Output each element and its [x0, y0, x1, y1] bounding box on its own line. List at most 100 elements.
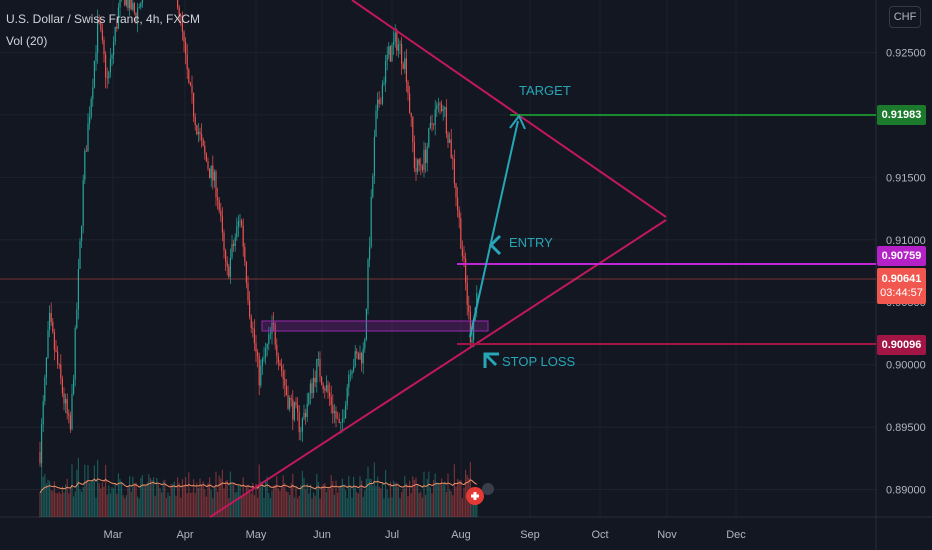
- candle-body: [394, 32, 396, 42]
- candle-body: [132, 3, 134, 10]
- candle-body: [461, 248, 463, 257]
- candle-body: [372, 176, 374, 197]
- volume-bars: [39, 457, 478, 517]
- volume-bar: [189, 492, 191, 517]
- volume-bar: [465, 469, 467, 517]
- volume-bar: [351, 497, 353, 517]
- candle-body: [223, 232, 225, 251]
- candle-body: [55, 349, 57, 352]
- volume-bar: [378, 486, 380, 517]
- trade-arrowhead: [509, 114, 526, 130]
- volume-bar: [265, 481, 267, 517]
- volume-bar: [98, 483, 100, 517]
- volume-bar: [97, 459, 99, 517]
- candle-body: [197, 132, 199, 135]
- volume-bar: [452, 495, 454, 517]
- candle-body: [63, 393, 65, 404]
- volume-bar: [442, 484, 444, 517]
- volume-bar: [129, 476, 131, 517]
- candle-body: [332, 405, 334, 414]
- volume-bar: [141, 475, 143, 517]
- candle-body: [431, 122, 433, 125]
- volume-bar: [172, 483, 174, 517]
- candle-body: [381, 84, 383, 104]
- volume-bar: [428, 471, 430, 517]
- candle-body: [281, 365, 283, 371]
- candle-body: [321, 377, 323, 385]
- volume-bar: [308, 493, 310, 517]
- volume-bar: [210, 489, 212, 517]
- candle-body: [308, 393, 310, 405]
- volume-bar: [389, 481, 391, 517]
- volume-bar: [285, 491, 287, 517]
- candle-body: [316, 358, 318, 383]
- candle-body: [137, 8, 139, 22]
- volume-bar: [295, 487, 297, 517]
- volume-bar: [61, 486, 63, 517]
- volume-indicator-label[interactable]: Vol (20): [6, 34, 48, 48]
- candle-body: [221, 216, 223, 233]
- candle-body: [465, 258, 467, 283]
- volume-bar: [106, 494, 108, 517]
- time-axis[interactable]: Mar Apr May Jun Jul Aug Sep Oct Nov Dec: [104, 529, 747, 541]
- support-zone[interactable]: [261, 320, 489, 332]
- candle-body: [313, 377, 315, 394]
- candle-body: [226, 261, 228, 267]
- candle-body: [71, 393, 73, 430]
- candle-body: [234, 237, 236, 246]
- volume-bar: [73, 496, 75, 517]
- candlesticks: [39, 0, 478, 468]
- volume-bar: [321, 485, 323, 517]
- candle-body: [133, 3, 135, 13]
- candle-body: [82, 179, 84, 226]
- candle-body: [241, 220, 243, 226]
- volume-bar: [233, 482, 235, 517]
- volume-bar: [66, 478, 68, 517]
- candle-body: [460, 218, 462, 249]
- candle-body: [109, 58, 111, 73]
- volume-bar: [77, 457, 79, 517]
- volume-bar: [151, 479, 153, 517]
- candle-body: [90, 98, 92, 118]
- candle-body: [317, 358, 319, 360]
- candle-body: [287, 395, 289, 409]
- volume-bar: [156, 477, 158, 517]
- candle-body: [437, 103, 439, 106]
- candle-body: [106, 77, 108, 79]
- volume-bar: [437, 483, 439, 517]
- candle-body: [113, 41, 115, 56]
- triangle-upper-line[interactable]: [351, 0, 667, 218]
- candle-body: [436, 105, 438, 110]
- volume-bar: [127, 486, 129, 517]
- y-tick-label: 0.92500: [886, 47, 926, 59]
- candle-body: [204, 145, 206, 154]
- volume-bar: [244, 494, 246, 517]
- volume-bar: [337, 492, 339, 517]
- candle-body: [135, 12, 137, 22]
- candle-body: [333, 411, 335, 414]
- candle-body: [447, 133, 449, 143]
- candle-body: [324, 389, 326, 391]
- volume-bar: [250, 493, 252, 517]
- volume-bar: [146, 482, 148, 517]
- candle-body: [301, 418, 303, 432]
- volume-bar: [74, 491, 76, 517]
- candle-body: [185, 41, 187, 55]
- candle-body: [295, 402, 297, 406]
- trade-arrow-line[interactable]: [469, 120, 519, 338]
- triangle-lower-line[interactable]: [209, 219, 667, 518]
- x-tick-label: Jul: [385, 529, 399, 541]
- currency-button[interactable]: CHF: [889, 6, 921, 28]
- candle-body: [188, 69, 190, 83]
- candle-body: [103, 40, 105, 55]
- candle-body: [415, 168, 417, 172]
- candle-body: [220, 210, 222, 217]
- candle-body: [370, 196, 372, 247]
- volume-bar: [218, 475, 220, 517]
- candle-body: [303, 412, 305, 419]
- volume-bar: [149, 478, 151, 517]
- candle-body: [66, 399, 68, 414]
- candle-body: [353, 366, 355, 371]
- volume-bar: [436, 482, 438, 517]
